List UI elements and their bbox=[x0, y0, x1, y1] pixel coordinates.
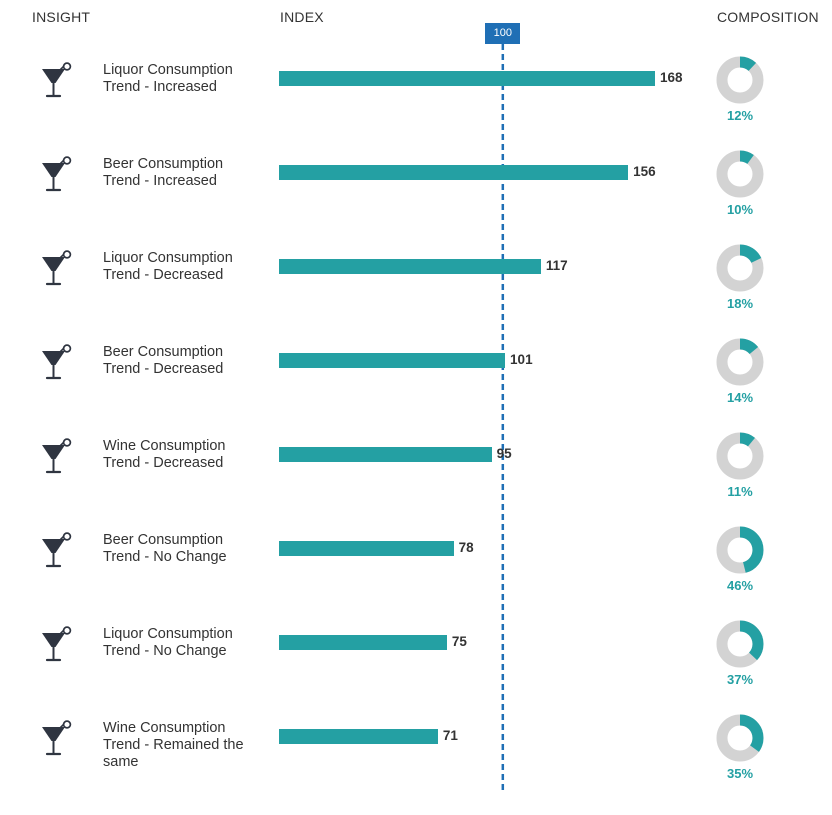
cocktail-glass-icon bbox=[42, 626, 72, 662]
insight-label-line: Liquor Consumption bbox=[103, 62, 233, 78]
index-bar bbox=[279, 541, 454, 556]
insight-label: Liquor Consumption Trend - Increased bbox=[103, 62, 268, 96]
composition-donut bbox=[716, 526, 764, 574]
index-value-label: 75 bbox=[451, 634, 467, 649]
insight-row: Liquor Consumption Trend - No Change 75 37% bbox=[0, 612, 832, 706]
insight-label-line: Beer Consumption bbox=[103, 532, 224, 548]
insight-label: Wine Consumption Trend - Decreased bbox=[103, 438, 268, 472]
insight-label: Beer Consumption Trend - Decreased bbox=[103, 344, 268, 378]
donut-segment bbox=[716, 714, 764, 762]
insight-row: Beer Consumption Trend - No Change 78 46% bbox=[0, 518, 832, 612]
index-value-label: 168 bbox=[660, 70, 683, 85]
reference-value-badge: 100 bbox=[485, 23, 521, 44]
cocktail-glass-icon bbox=[42, 438, 72, 474]
donut-segment bbox=[716, 56, 764, 104]
index-bar bbox=[279, 353, 506, 368]
insight-label-line: Trend - Remained the bbox=[103, 737, 244, 753]
insight-label-line: Trend - No Change bbox=[103, 643, 227, 659]
composition-percent-label: 18% bbox=[726, 296, 754, 311]
donut-segment bbox=[716, 150, 764, 198]
insight-row: Beer Consumption Trend - Increased 156 10% bbox=[0, 142, 832, 236]
composition-percent-label: 35% bbox=[726, 766, 754, 781]
index-bar bbox=[279, 165, 629, 180]
insight-label-line: Liquor Consumption bbox=[103, 626, 233, 642]
insight-label-line: Trend - Decreased bbox=[103, 267, 224, 283]
insight-row: Liquor Consumption Trend - Decreased 117 18… bbox=[0, 236, 832, 330]
index-value-label: 71 bbox=[442, 728, 458, 743]
index-bar bbox=[279, 729, 438, 744]
cocktail-glass-icon bbox=[42, 62, 72, 98]
composition-donut bbox=[716, 244, 764, 292]
composition-donut bbox=[716, 150, 764, 198]
insight-label: Liquor Consumption Trend - Decreased bbox=[103, 250, 268, 284]
insight-label-line: Liquor Consumption bbox=[103, 250, 233, 266]
insight-label: Beer Consumption Trend - Increased bbox=[103, 156, 268, 190]
index-value-label: 78 bbox=[458, 540, 474, 555]
insight-label-line: same bbox=[103, 754, 139, 770]
cocktail-glass-icon bbox=[42, 250, 72, 286]
index-column-header: INDEX bbox=[280, 9, 324, 25]
composition-percent-label: 10% bbox=[726, 202, 754, 217]
index-value-label: 117 bbox=[545, 258, 568, 273]
index-value-label: 101 bbox=[510, 352, 533, 367]
insight-row: Wine Consumption Trend - Remained the same… bbox=[0, 706, 832, 800]
donut-segment bbox=[716, 620, 764, 668]
insight-label-line: Wine Consumption bbox=[103, 720, 226, 736]
composition-donut bbox=[716, 56, 764, 104]
insight-label-line: Trend - Increased bbox=[103, 173, 217, 189]
insight-label: Wine Consumption Trend - Remained the same bbox=[103, 720, 268, 771]
cocktail-glass-icon bbox=[42, 344, 72, 380]
index-bar bbox=[279, 635, 447, 650]
insight-row: Liquor Consumption Trend - Increased 168 12… bbox=[0, 48, 832, 142]
insight-label-line: Wine Consumption bbox=[103, 438, 226, 454]
index-bar bbox=[279, 259, 541, 274]
insight-label-line: Trend - Decreased bbox=[103, 361, 224, 377]
donut-segment bbox=[716, 338, 764, 386]
insight-label-line: Trend - Decreased bbox=[103, 455, 224, 471]
cocktail-glass-icon bbox=[42, 720, 72, 756]
insight-label-line: Trend - No Change bbox=[103, 549, 227, 565]
index-bar bbox=[279, 447, 492, 462]
composition-percent-label: 37% bbox=[726, 672, 754, 687]
index-bar bbox=[279, 71, 655, 86]
insight-row: Beer Consumption Trend - Decreased 101 14% bbox=[0, 330, 832, 424]
donut-segment bbox=[716, 244, 764, 292]
insight-label: Beer Consumption Trend - No Change bbox=[103, 532, 268, 566]
composition-donut bbox=[716, 432, 764, 480]
composition-percent-label: 46% bbox=[726, 578, 754, 593]
index-value-label: 156 bbox=[633, 164, 656, 179]
cocktail-glass-icon bbox=[42, 532, 72, 568]
composition-percent-label: 11% bbox=[727, 484, 753, 499]
insight-label-line: Trend - Increased bbox=[103, 79, 217, 95]
composition-donut bbox=[716, 714, 764, 762]
composition-donut bbox=[716, 338, 764, 386]
insight-row: Wine Consumption Trend - Decreased 95 11% bbox=[0, 424, 832, 518]
donut-segment bbox=[716, 432, 764, 480]
index-value-label: 95 bbox=[496, 446, 512, 461]
composition-donut bbox=[716, 620, 764, 668]
insight-label-line: Beer Consumption bbox=[103, 156, 224, 172]
insight-label: Liquor Consumption Trend - No Change bbox=[103, 626, 268, 660]
composition-percent-label: 12% bbox=[726, 108, 754, 123]
donut-segment bbox=[716, 526, 764, 574]
cocktail-glass-icon bbox=[42, 156, 72, 192]
insight-label-line: Beer Consumption bbox=[103, 344, 224, 360]
insight-column-header: INSIGHT bbox=[32, 9, 91, 25]
donut-track bbox=[716, 150, 764, 198]
composition-percent-label: 14% bbox=[726, 390, 754, 405]
composition-column-header: COMPOSITION bbox=[717, 9, 819, 25]
